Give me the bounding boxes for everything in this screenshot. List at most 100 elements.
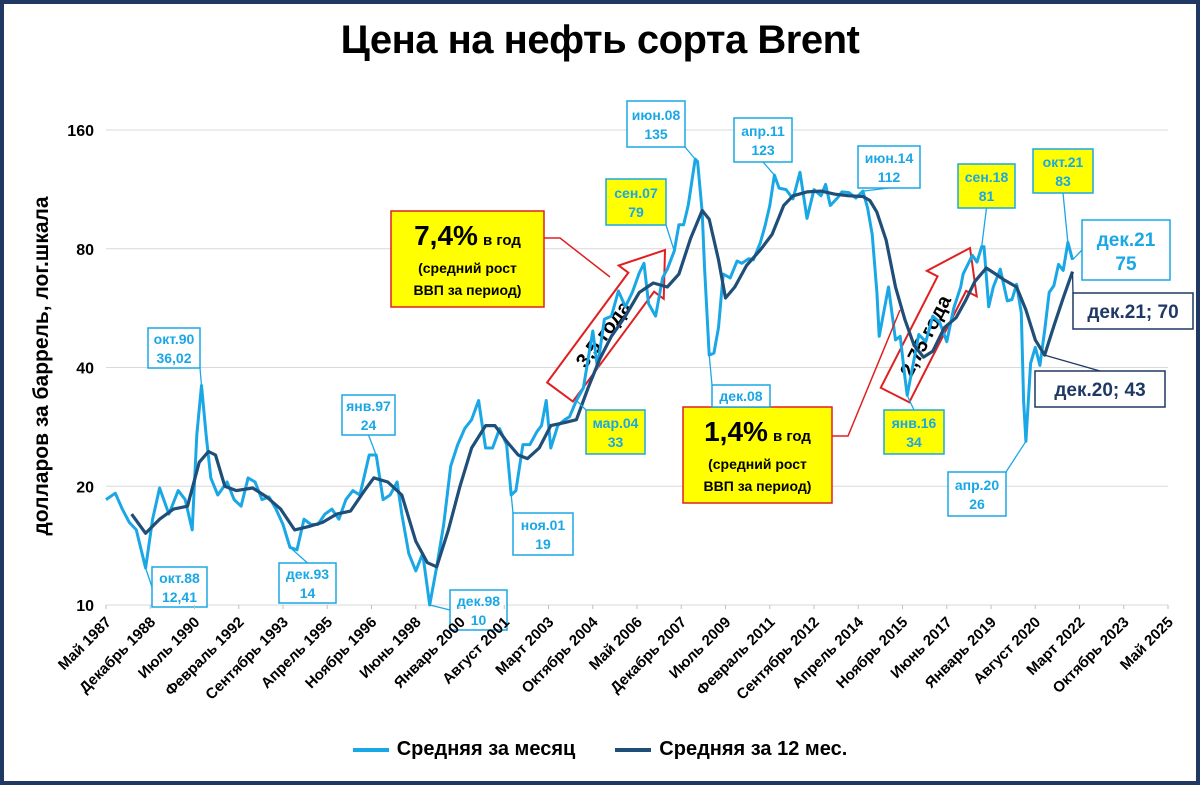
annotation-box <box>585 409 646 455</box>
callout-leader <box>544 237 611 278</box>
callout-box <box>390 210 545 308</box>
annotation: июн.08 135 <box>626 100 696 160</box>
callout-rate: 1,4% <box>704 416 768 447</box>
period-arrow: 3,5 года <box>545 248 667 403</box>
annotation-label: июн.08 <box>632 107 681 123</box>
annotation-leader <box>1005 440 1027 473</box>
annotation: июн.14 112 <box>857 145 921 192</box>
y-axis-label: долларов за баррель, лог.шкала <box>30 196 53 535</box>
callout-box <box>682 406 833 504</box>
annotation-leader <box>684 146 696 160</box>
annotation-leader <box>981 207 988 247</box>
y-tick-label: 160 <box>67 123 94 140</box>
annotation-box <box>147 327 201 369</box>
x-tick-label: Февраль 1992 <box>162 614 248 700</box>
legend-label-monthly: Средняя за месяц <box>396 738 576 760</box>
annotation-box <box>1081 219 1171 281</box>
y-tick-label: 20 <box>76 479 94 496</box>
annotation: ноя.01 19 <box>510 494 574 556</box>
annotation-label: окт.21 <box>1043 154 1084 170</box>
annotation-leader <box>1044 354 1101 372</box>
arrow-layer: 3,5 года 2,75 года <box>545 246 979 404</box>
legend-item-12m: Средняя за 12 мес. <box>615 738 847 761</box>
annotation: сен.18 81 <box>957 163 1016 247</box>
chart-title: Цена на нефть сорта Brent <box>340 18 860 62</box>
annotation-label: дек.08 <box>719 388 762 404</box>
callout-rate: 7,4% <box>414 220 478 251</box>
annotation-leader <box>144 567 153 588</box>
annotation: сен.07 79 <box>605 178 675 252</box>
annotation: дек.93 14 <box>278 546 337 604</box>
x-tick-label: Февраль 2011 <box>693 614 778 699</box>
annotation-box <box>947 471 1007 517</box>
y-tick-label: 10 <box>76 598 94 615</box>
annotation: мар.04 33 <box>575 399 646 455</box>
annotation-leader <box>429 604 451 611</box>
annotation-value: 12,41 <box>162 589 197 605</box>
callout-leader <box>832 309 901 437</box>
annotation-value: 36,02 <box>156 350 191 366</box>
annotation-label: дек.21; 70 <box>1087 302 1178 323</box>
annotation-label: окт.90 <box>154 331 195 347</box>
annotation-label: дек.20; 43 <box>1054 380 1145 401</box>
callout-unit: в год <box>483 232 521 249</box>
annotation-box <box>341 394 396 436</box>
annotation-box <box>449 589 508 631</box>
annotation-value: 75 <box>1115 254 1137 275</box>
annotation: янв.97 24 <box>341 394 396 456</box>
annotation-label: апр.20 <box>955 477 999 493</box>
annotation-value: 33 <box>608 434 624 450</box>
annotation-value: 34 <box>906 434 922 450</box>
series-layer <box>105 157 1075 607</box>
annotation-box <box>151 566 208 608</box>
annotation-value: 26 <box>969 496 985 512</box>
annotation-leader <box>906 395 915 411</box>
annotation: дек.20; 43 <box>1034 354 1166 408</box>
annotation-value: 10 <box>471 612 487 628</box>
annotation-box <box>711 384 771 408</box>
annotation: янв.16 34 <box>883 395 945 455</box>
annotation-value: 83 <box>1055 173 1071 189</box>
annotation-box <box>1072 292 1194 330</box>
annotation: апр.11 123 <box>733 117 793 176</box>
annotation: дек.98 10 <box>429 589 508 631</box>
annotation: окт.21 83 <box>1032 148 1094 243</box>
x-tick-label: Октябрь 2004 <box>519 613 603 697</box>
callout-unit: в год <box>773 428 811 445</box>
callout-line2: (средний рост <box>418 260 517 276</box>
legend-item-monthly: Средняя за месяц <box>352 738 576 761</box>
annotation: дек.21 75 <box>1072 219 1171 281</box>
annotation: окт.90 36,02 <box>147 327 203 386</box>
annotation: окт.88 12,41 <box>144 566 208 608</box>
annotation-label: ноя.01 <box>521 517 566 533</box>
x-tick-label: Октябрь 2023 <box>1050 614 1133 697</box>
callout-layer: 7,4% в год (средний рост ВВП за период) 1,4%… <box>390 210 901 504</box>
annotation-label: мар.04 <box>593 415 639 431</box>
callout-headline: 7,4% в год <box>414 220 521 251</box>
annotation-leader <box>289 546 308 564</box>
annotation-label: апр.11 <box>741 123 785 139</box>
annotation-box <box>957 163 1016 209</box>
annotation-label: янв.16 <box>892 415 937 431</box>
annotation-label: июн.14 <box>865 150 914 166</box>
annotation-box <box>857 145 921 189</box>
y-tick-label: 80 <box>76 242 94 259</box>
annotation-box <box>1034 370 1166 408</box>
annotation-leader <box>1062 192 1069 243</box>
annotation-label: янв.97 <box>346 398 391 414</box>
annotation-value: 123 <box>751 142 775 158</box>
legend: Средняя за месяц Средняя за 12 мес. <box>0 738 1200 761</box>
callout-line3: ВВП за период) <box>704 478 812 494</box>
annotation-label: дек.93 <box>286 566 329 582</box>
annotation-box <box>278 562 337 604</box>
annotation-label: сен.18 <box>965 169 1009 185</box>
annotation-box <box>883 409 945 455</box>
annotation-label: окт.88 <box>159 570 200 586</box>
x-tick-label: Декабрь 2007 <box>607 614 690 697</box>
annotation-box <box>512 512 574 556</box>
annotation-value: 19 <box>535 536 551 552</box>
annotation-label: дек.98 <box>457 593 500 609</box>
annotation-box <box>605 178 667 226</box>
